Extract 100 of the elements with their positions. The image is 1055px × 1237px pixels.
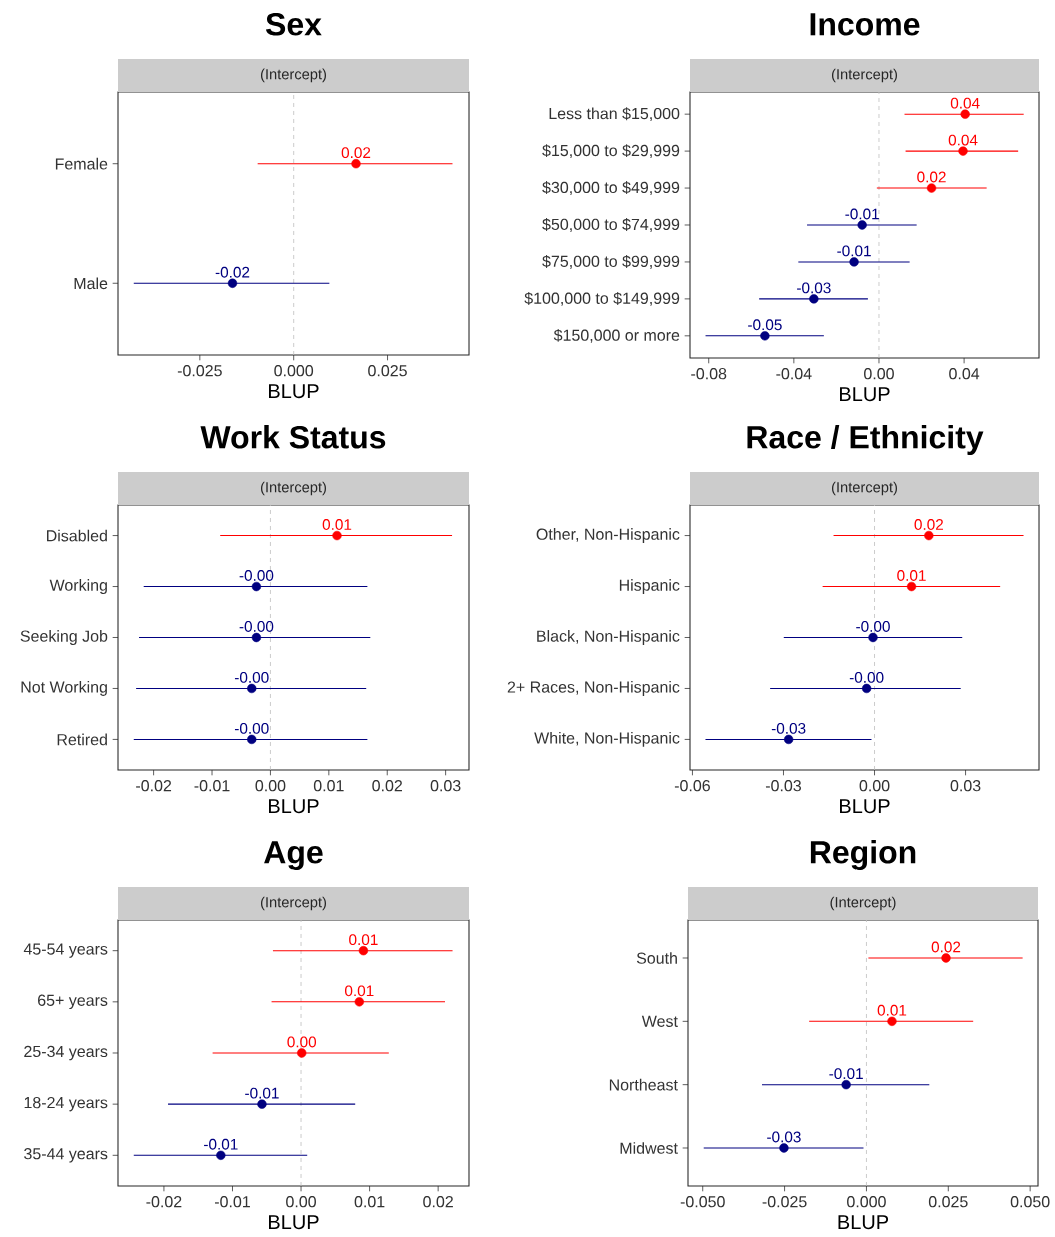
point: [887, 1016, 897, 1026]
x-tick-label: 0.04: [949, 368, 980, 380]
chart-title: Income: [810, 13, 920, 36]
x-tick-label: 0.025: [928, 1196, 968, 1208]
chart-title: Region: [810, 840, 916, 871]
data-label: -0.00: [239, 570, 274, 581]
data-label: 0.02: [931, 941, 961, 953]
data-label: 0.04: [950, 97, 980, 109]
x-tick-label: -0.02: [146, 1196, 182, 1208]
chart-subtitle: (Intercept): [260, 68, 327, 83]
x-axis-title: BLUP: [269, 1215, 319, 1230]
data-label: -0.03: [767, 1131, 801, 1143]
y-tick-label: Disabled: [47, 529, 107, 542]
chart-subtitle: (Intercept): [831, 481, 898, 496]
data-label: 0.04: [948, 134, 978, 146]
x-tick-label: -0.06: [674, 780, 710, 792]
point: [868, 632, 878, 643]
data-label: 0.02: [917, 171, 946, 183]
x-tick-label: 0.03: [430, 780, 461, 792]
chart-title: Race / Ethnicity: [747, 425, 984, 455]
y-tick-label: Black, Non-Hispanic: [537, 630, 680, 645]
data-label: -0.00: [239, 621, 274, 632]
y-tick-label: Northeast: [609, 1078, 678, 1091]
y-tick-label: $15,000 to $29,999: [542, 144, 680, 159]
point: [906, 581, 917, 592]
x-tick-label: 0.02: [372, 780, 402, 792]
point: [841, 1079, 851, 1090]
x-tick-label: 0.03: [950, 780, 981, 792]
y-tick-label: 25-34 years: [24, 1045, 108, 1061]
y-tick-label: Working: [49, 579, 107, 594]
chart-subtitle: (Intercept): [260, 481, 327, 496]
chart-subtitle: (Intercept): [260, 896, 326, 911]
x-axis-title: BLUP: [840, 799, 890, 814]
x-tick-label: -0.025: [762, 1196, 807, 1208]
data-label: -0.01: [829, 1068, 863, 1080]
x-axis-title: BLUP: [269, 384, 319, 399]
x-tick-label: 0.00: [255, 780, 286, 792]
point: [354, 997, 364, 1007]
x-tick-label: 0.02: [423, 1196, 453, 1208]
point: [779, 1143, 789, 1153]
point: [783, 734, 794, 745]
y-tick-label: Retired: [57, 733, 107, 746]
point: [849, 257, 859, 267]
y-tick-label: West: [641, 1015, 678, 1027]
y-tick-label: Hispanic: [619, 579, 680, 594]
x-tick-label: 0.025: [368, 365, 407, 377]
y-tick-label: $150,000 or more: [553, 328, 680, 343]
y-tick-label: White, Non-Hispanic: [534, 731, 680, 747]
point: [861, 683, 872, 694]
point: [857, 220, 867, 230]
x-tick-label: 0.00: [859, 780, 890, 792]
y-tick-label: Midwest: [620, 1142, 678, 1154]
x-axis-title: BLUP: [838, 1215, 889, 1230]
data-label: 0.01: [349, 934, 378, 946]
y-tick-label: Seeking Job: [20, 630, 108, 645]
x-tick-label: 0.00: [864, 368, 894, 380]
y-tick-label: Other, Non-Hispanic: [536, 528, 680, 544]
data-label: -0.00: [234, 672, 269, 683]
chart-subtitle: (Intercept): [831, 68, 898, 83]
x-axis-title: BLUP: [269, 799, 319, 814]
point: [926, 183, 937, 193]
chart-title: Work Status: [200, 425, 386, 449]
chart-title: Sex: [265, 12, 322, 36]
x-tick-label: -0.01: [194, 780, 230, 792]
y-tick-label: Not Working: [21, 681, 107, 696]
x-tick-label: -0.02: [136, 780, 172, 792]
y-tick-label: 65+ years: [38, 994, 108, 1010]
data-label: 0.02: [341, 147, 371, 159]
x-tick-label: 0.000: [274, 365, 314, 377]
data-label: -0.01: [245, 1087, 279, 1099]
x-tick-label: -0.025: [177, 365, 222, 377]
point: [809, 294, 819, 304]
data-label: 0.01: [345, 985, 374, 997]
y-tick-label: $50,000 to $74,999: [542, 218, 680, 232]
data-label: 0.01: [322, 519, 352, 530]
data-label: -0.00: [856, 621, 890, 632]
x-tick-label: -0.03: [765, 780, 801, 792]
y-tick-label: 2+ Races, Non-Hispanic: [507, 681, 680, 696]
data-label: 0.02: [914, 519, 943, 530]
y-tick-label: $100,000 to $149,999: [524, 291, 680, 306]
data-label: 0.01: [877, 1004, 907, 1016]
x-axis-title: BLUP: [840, 387, 890, 402]
x-tick-label: -0.08: [691, 368, 727, 380]
data-label: -0.01: [845, 208, 879, 220]
y-tick-label: Less than $15,000: [549, 107, 680, 122]
x-tick-label: 0.000: [847, 1196, 886, 1208]
point: [924, 530, 934, 541]
point: [216, 1150, 226, 1160]
y-tick-label: $75,000 to $99,999: [542, 255, 680, 269]
point: [960, 109, 970, 119]
point: [958, 146, 968, 156]
point: [941, 953, 951, 963]
data-label: 0.00: [287, 1036, 317, 1048]
y-tick-label: $30,000 to $49,999: [542, 181, 680, 195]
y-tick-label: 45-54 years: [23, 943, 108, 958]
point: [257, 1099, 267, 1109]
x-tick-label: -0.01: [214, 1196, 250, 1208]
data-label: -0.01: [837, 245, 871, 257]
y-tick-label: Male: [74, 277, 108, 290]
data-label: -0.00: [849, 672, 884, 683]
